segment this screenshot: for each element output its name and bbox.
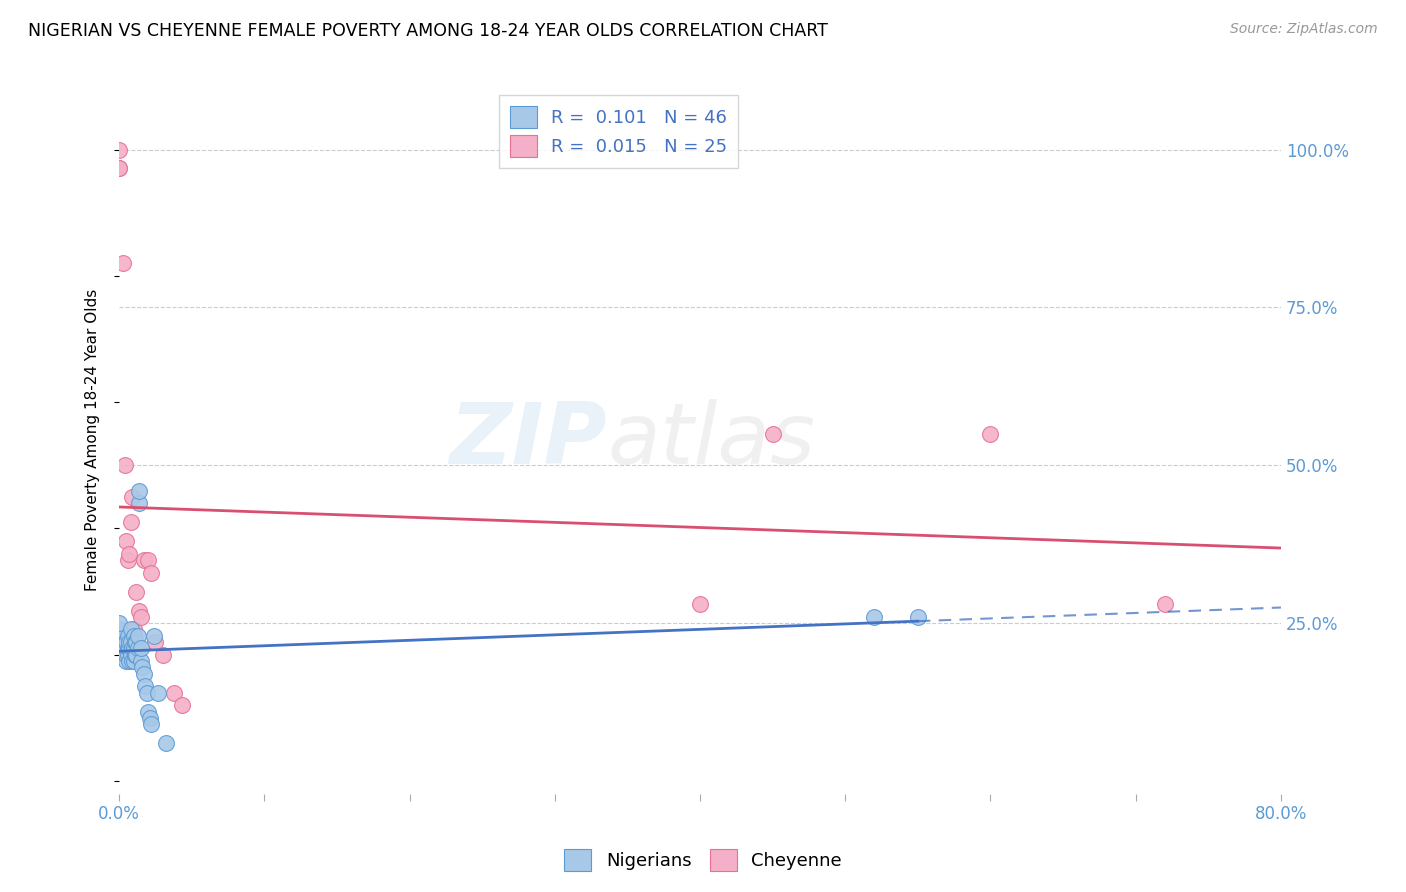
- Point: [138, 711, 160, 725]
- Point: [122, 629, 145, 643]
- Point: [121, 490, 143, 504]
- Point: [118, 635, 141, 649]
- Point: [117, 648, 139, 662]
- Y-axis label: Female Poverty Among 18-24 Year Olds: Female Poverty Among 18-24 Year Olds: [86, 289, 100, 591]
- Point: [136, 705, 159, 719]
- Point: [689, 597, 711, 611]
- Text: Source: ZipAtlas.com: Source: ZipAtlas.com: [1230, 22, 1378, 37]
- Point: [121, 641, 143, 656]
- Point: [108, 161, 131, 176]
- Point: [127, 641, 149, 656]
- Point: [163, 685, 186, 699]
- Point: [125, 635, 148, 649]
- Point: [118, 654, 141, 668]
- Point: [139, 717, 162, 731]
- Point: [128, 603, 150, 617]
- Point: [152, 648, 174, 662]
- Point: [125, 648, 148, 662]
- Point: [128, 496, 150, 510]
- Point: [120, 635, 142, 649]
- Point: [124, 648, 146, 662]
- Point: [155, 736, 177, 750]
- Point: [122, 654, 145, 668]
- Text: ZIP: ZIP: [450, 399, 607, 482]
- Point: [142, 629, 165, 643]
- Point: [115, 635, 138, 649]
- Point: [118, 641, 141, 656]
- Point: [108, 629, 131, 643]
- Point: [129, 641, 152, 656]
- Point: [114, 648, 136, 662]
- Point: [762, 426, 785, 441]
- Point: [863, 610, 886, 624]
- Point: [114, 641, 136, 656]
- Point: [148, 685, 170, 699]
- Point: [121, 654, 143, 668]
- Point: [170, 698, 193, 713]
- Point: [108, 616, 131, 631]
- Point: [108, 143, 131, 157]
- Point: [128, 483, 150, 498]
- Point: [134, 679, 156, 693]
- Text: atlas: atlas: [607, 399, 815, 482]
- Point: [135, 685, 157, 699]
- Point: [127, 629, 149, 643]
- Point: [129, 654, 152, 668]
- Legend: Nigerians, Cheyenne: Nigerians, Cheyenne: [557, 842, 849, 879]
- Legend: R =  0.101   N = 46, R =  0.015   N = 25: R = 0.101 N = 46, R = 0.015 N = 25: [499, 95, 738, 169]
- Point: [122, 623, 145, 637]
- Point: [108, 641, 131, 656]
- Point: [907, 610, 929, 624]
- Point: [114, 458, 136, 473]
- Point: [115, 654, 138, 668]
- Point: [132, 553, 155, 567]
- Point: [132, 666, 155, 681]
- Point: [115, 648, 138, 662]
- Point: [115, 534, 138, 549]
- Point: [108, 161, 131, 176]
- Point: [129, 610, 152, 624]
- Text: NIGERIAN VS CHEYENNE FEMALE POVERTY AMONG 18-24 YEAR OLDS CORRELATION CHART: NIGERIAN VS CHEYENNE FEMALE POVERTY AMON…: [28, 22, 828, 40]
- Point: [1153, 597, 1175, 611]
- Point: [136, 553, 159, 567]
- Point: [117, 553, 139, 567]
- Point: [108, 623, 131, 637]
- Point: [122, 641, 145, 656]
- Point: [124, 635, 146, 649]
- Point: [979, 426, 1001, 441]
- Point: [143, 635, 166, 649]
- Point: [120, 648, 142, 662]
- Point: [112, 256, 135, 270]
- Point: [120, 623, 142, 637]
- Point: [108, 635, 131, 649]
- Point: [120, 515, 142, 529]
- Point: [117, 641, 139, 656]
- Point: [118, 547, 141, 561]
- Point: [117, 629, 139, 643]
- Point: [125, 584, 148, 599]
- Point: [131, 660, 153, 674]
- Point: [139, 566, 162, 580]
